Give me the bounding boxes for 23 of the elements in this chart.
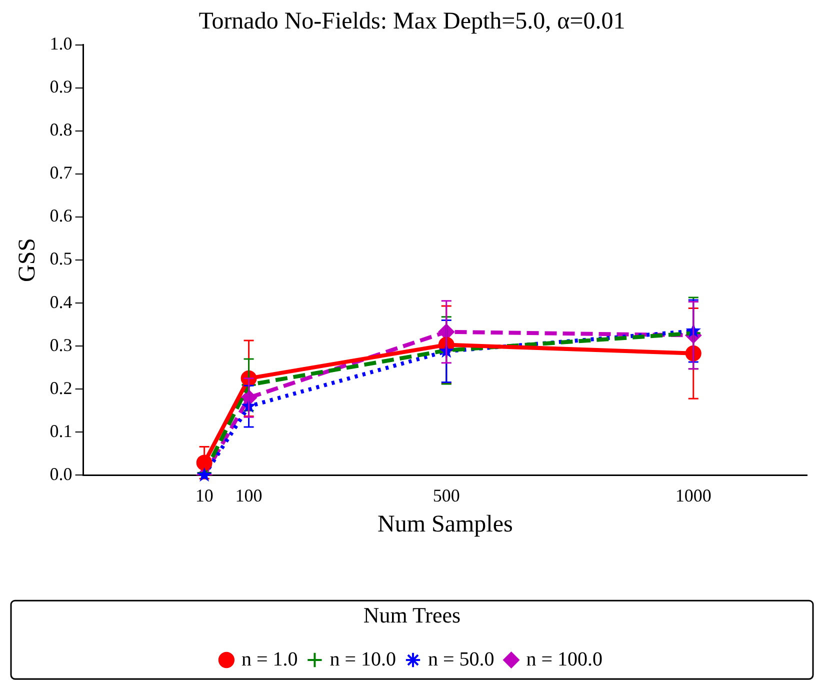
legend-label: n = 50.0: [428, 648, 494, 670]
x-tick-label: 10: [195, 486, 214, 506]
legend-title: Num Trees: [363, 602, 461, 628]
y-tick-label: 0.0: [50, 464, 72, 484]
y-tick-label: 0.7: [50, 162, 72, 183]
x-tick-label: 100: [235, 486, 262, 506]
chart-title: Tornado No-Fields: Max Depth=5.0, α=0.01: [198, 8, 626, 35]
y-tick-label: 0.9: [50, 76, 72, 97]
y-tick-label: 0.3: [50, 334, 72, 355]
x-tick-label: 1000: [675, 486, 712, 506]
y-tick-label: 0.2: [50, 378, 72, 398]
y-tick-label: 0.4: [50, 292, 72, 312]
y-tick-label: 0.5: [50, 248, 72, 269]
y-tick-label: 1.0: [50, 34, 72, 54]
y-tick-label: 0.6: [50, 206, 72, 226]
y-tick-label: 0.8: [50, 120, 72, 140]
y-axis-title: GSS: [14, 238, 41, 282]
x-axis-title: Num Samples: [377, 511, 513, 538]
legend-label: n = 1.0: [241, 648, 298, 670]
legend-label: n = 100.0: [526, 648, 603, 670]
x-tick-label: 500: [432, 486, 460, 506]
y-tick-label: 0.1: [50, 420, 72, 441]
legend-label: n = 10.0: [330, 648, 396, 670]
